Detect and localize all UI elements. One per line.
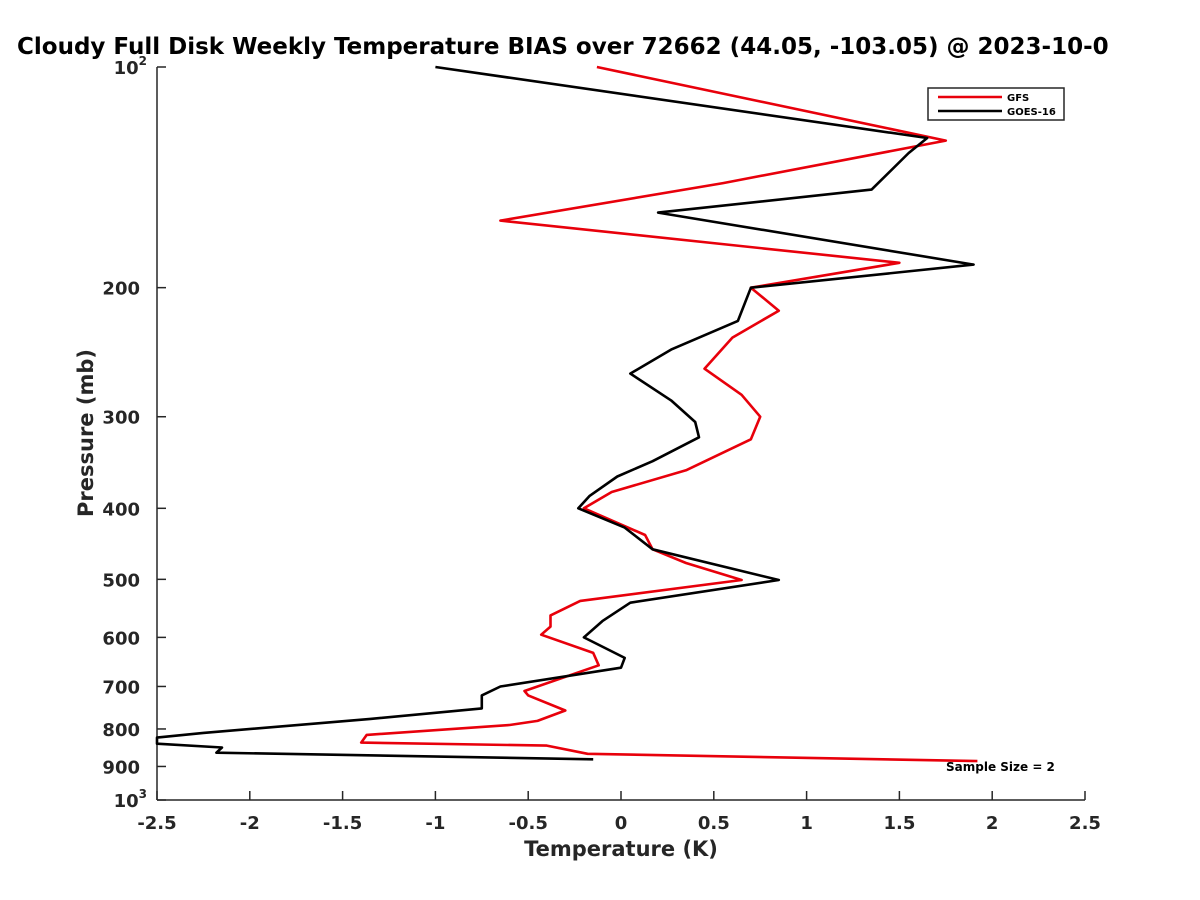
y-tick-label: 300 (102, 408, 140, 429)
y-tick-label: 103 (114, 787, 147, 812)
legend-label-gfs: GFS (1007, 93, 1029, 104)
x-tick-label: 1 (800, 813, 813, 834)
x-tick-label: -2.5 (137, 813, 176, 834)
y-axis-ticks: 102 200 300 400 500 600 700 800 900 103 (102, 54, 166, 812)
x-tick-label: -0.5 (509, 813, 548, 834)
x-tick-label: 2.5 (1069, 813, 1101, 834)
legend-label-goes-16: GOES-16 (1007, 107, 1056, 118)
x-tick-label: 2 (986, 813, 999, 834)
plot-axes (156, 67, 1085, 801)
x-tick-label: 1.5 (883, 813, 915, 834)
legend-box (927, 87, 1065, 121)
y-tick-label: 600 (102, 628, 140, 649)
y-tick-label: 900 (102, 757, 140, 778)
x-axis-ticks: -2.5 -2 -1.5 -1 -0.5 0 0.5 1 1.5 2 2.5 (137, 791, 1101, 834)
x-tick-label: 0 (615, 813, 628, 834)
series-line-goes-16 (155, 65, 975, 761)
x-tick-label: 0.5 (698, 813, 730, 834)
data-series (155, 65, 978, 763)
legend: GFS GOES-16 (927, 87, 1065, 121)
y-tick-label: 700 (102, 677, 140, 698)
y-tick-label: 400 (102, 499, 140, 520)
y-tick-label: 200 (102, 279, 140, 300)
x-tick-label: -1.5 (323, 813, 362, 834)
chart-title: Cloudy Full Disk Weekly Temperature BIAS… (17, 34, 1109, 60)
sample-size-annotation: Sample Size = 2 (946, 760, 1055, 774)
x-axis-label: Temperature (K) (524, 837, 718, 861)
series-line-gfs (359, 65, 978, 763)
x-tick-label: -2 (240, 813, 260, 834)
y-tick-label: 500 (102, 570, 140, 591)
x-tick-label: -1 (425, 813, 445, 834)
y-tick-label: 800 (102, 720, 140, 741)
y-axis-label: Pressure (mb) (74, 349, 98, 517)
y-tick-label: 102 (114, 54, 147, 79)
